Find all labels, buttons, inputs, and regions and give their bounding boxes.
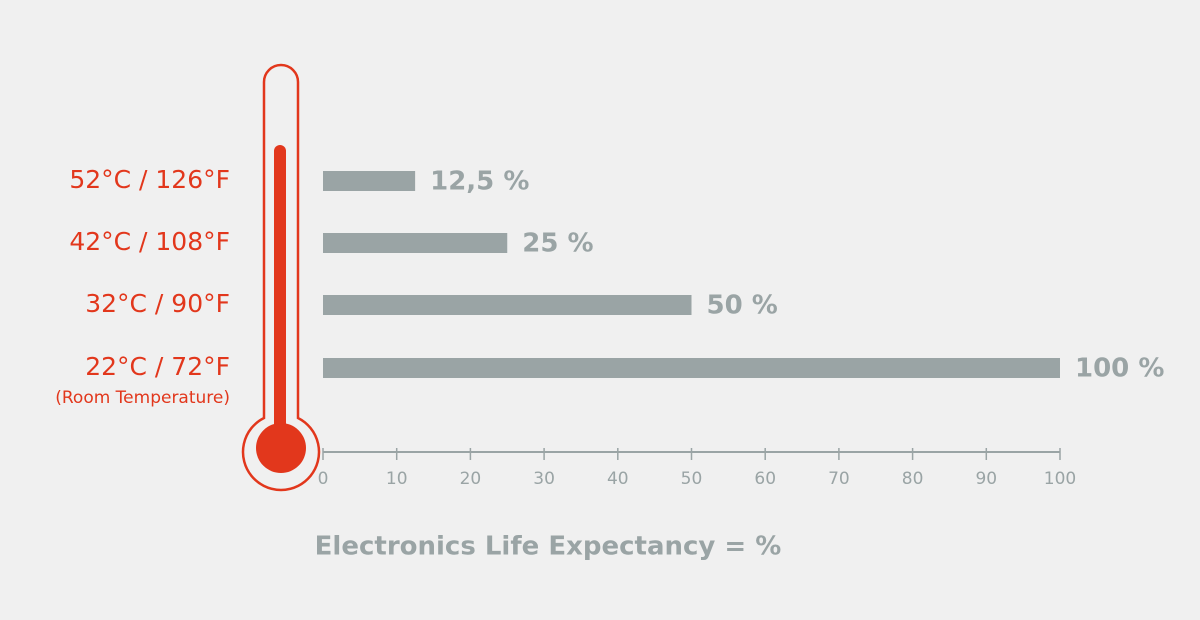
x-tick-label: 0 xyxy=(318,469,329,489)
x-tick-label: 40 xyxy=(607,469,629,489)
x-tick-label: 10 xyxy=(386,469,408,489)
value-label: 25 % xyxy=(522,229,593,259)
thermometer xyxy=(241,63,321,492)
x-tick-label: 60 xyxy=(754,469,776,489)
thermometer-stem xyxy=(274,145,286,455)
value-label: 50 % xyxy=(707,291,778,321)
bar xyxy=(323,171,416,191)
value-label: 12,5 % xyxy=(430,167,529,197)
x-tick-label: 100 xyxy=(1044,469,1076,489)
x-tick-label: 90 xyxy=(975,469,997,489)
bar xyxy=(323,295,692,315)
x-tick-label: 50 xyxy=(681,469,703,489)
category-label: 32°C / 90°F xyxy=(85,289,230,318)
category-note: (Room Temperature) xyxy=(55,388,230,408)
thermometer-outline xyxy=(241,63,321,492)
bar xyxy=(323,358,1060,378)
value-label: 100 % xyxy=(1075,354,1164,384)
category-label: 22°C / 72°F xyxy=(85,352,230,381)
thermometer-bulb xyxy=(256,423,306,473)
x-tick-label: 80 xyxy=(902,469,924,489)
x-tick-label: 70 xyxy=(828,469,850,489)
x-tick-label: 20 xyxy=(460,469,482,489)
x-tick-label: 30 xyxy=(533,469,555,489)
x-axis-label: Electronics Life Expectancy = % xyxy=(315,532,782,562)
bar xyxy=(323,233,508,253)
category-label: 42°C / 108°F xyxy=(69,227,230,256)
category-label: 52°C / 126°F xyxy=(69,165,230,194)
